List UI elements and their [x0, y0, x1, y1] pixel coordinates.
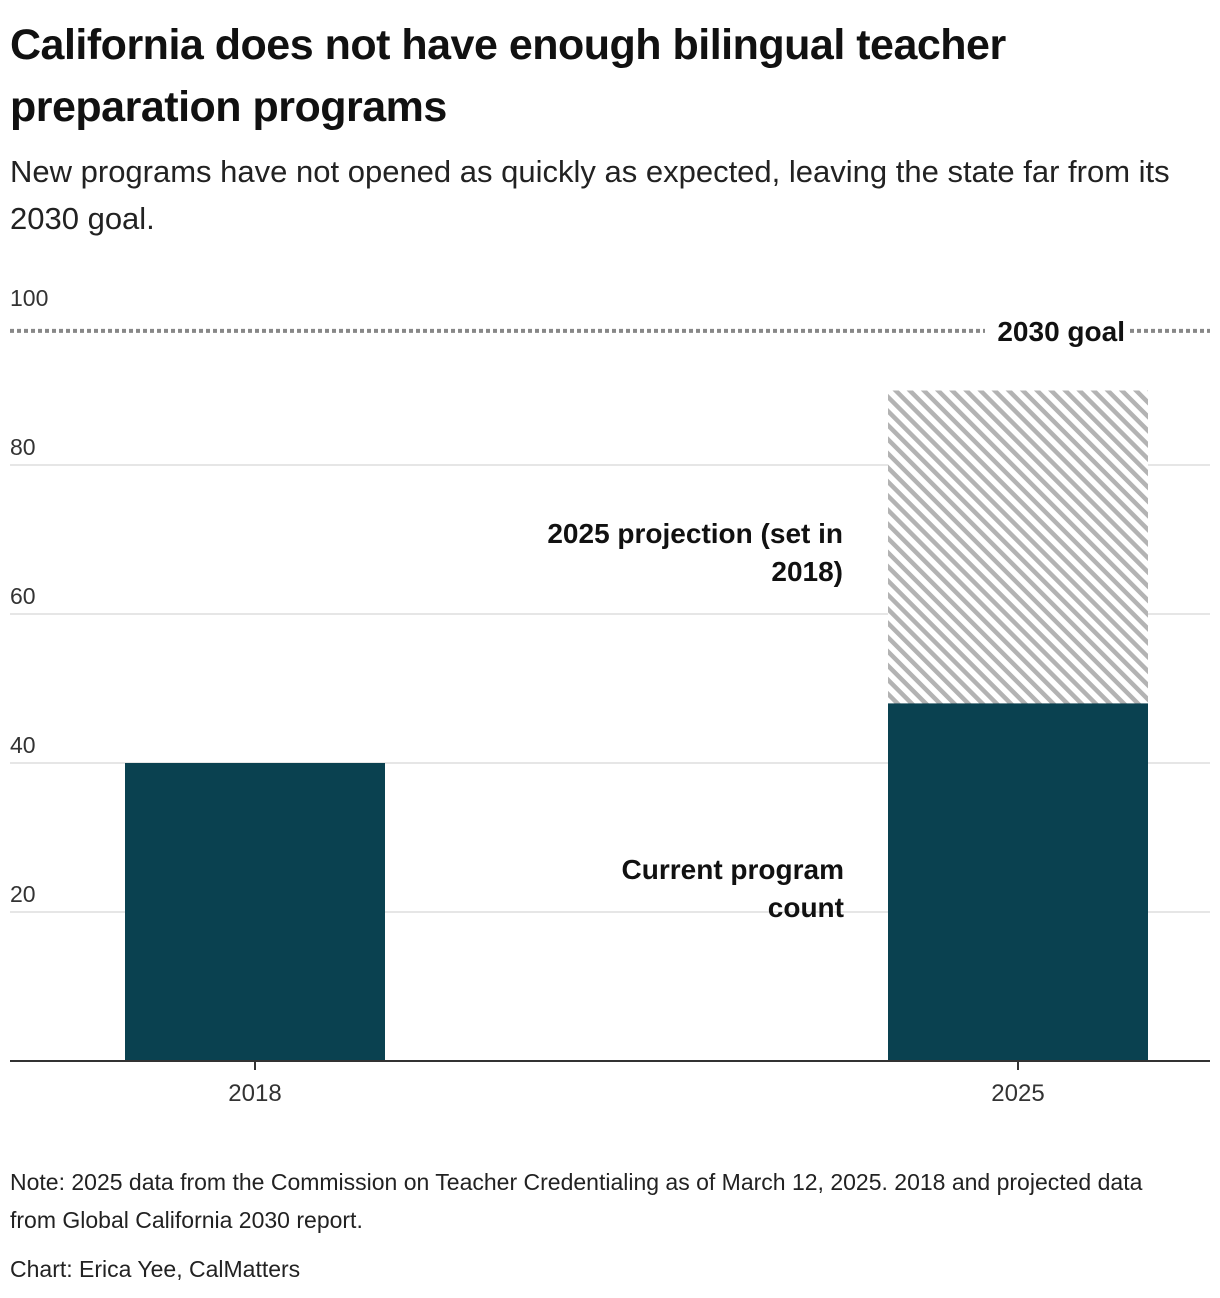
bar-current-2025 — [888, 703, 1148, 1061]
annotation-current-line: Current program — [622, 854, 844, 885]
bar-current-2018 — [125, 763, 385, 1061]
annotation-projection-line: 2018) — [771, 556, 843, 587]
chart-credit: Chart: Erica Yee, CalMatters — [10, 1256, 301, 1282]
chart-title: California does not have enough bilingua… — [10, 21, 1006, 131]
bar-chart: 20 40 60 80 100 2030 goal 2025 projection (s… — [10, 290, 1210, 1107]
chart-note: Note: 2025 data from the Commission on T… — [10, 1169, 1143, 1233]
goal-label: 2030 goal — [997, 316, 1125, 347]
y-tick-label: 20 — [10, 881, 36, 907]
y-tick-label: 40 — [10, 732, 36, 758]
chart-subtitle: New programs have not opened as quickly … — [10, 154, 1170, 236]
annotation-projection-line: 2025 projection (set in — [547, 518, 843, 549]
annotation-current-line: count — [768, 892, 844, 923]
y-tick-label: 80 — [10, 434, 36, 460]
y-tick-label: 100 — [10, 290, 48, 311]
y-tick-label: 60 — [10, 583, 36, 609]
x-tick-label: 2018 — [228, 1080, 281, 1107]
x-tick-label: 2025 — [991, 1080, 1044, 1107]
